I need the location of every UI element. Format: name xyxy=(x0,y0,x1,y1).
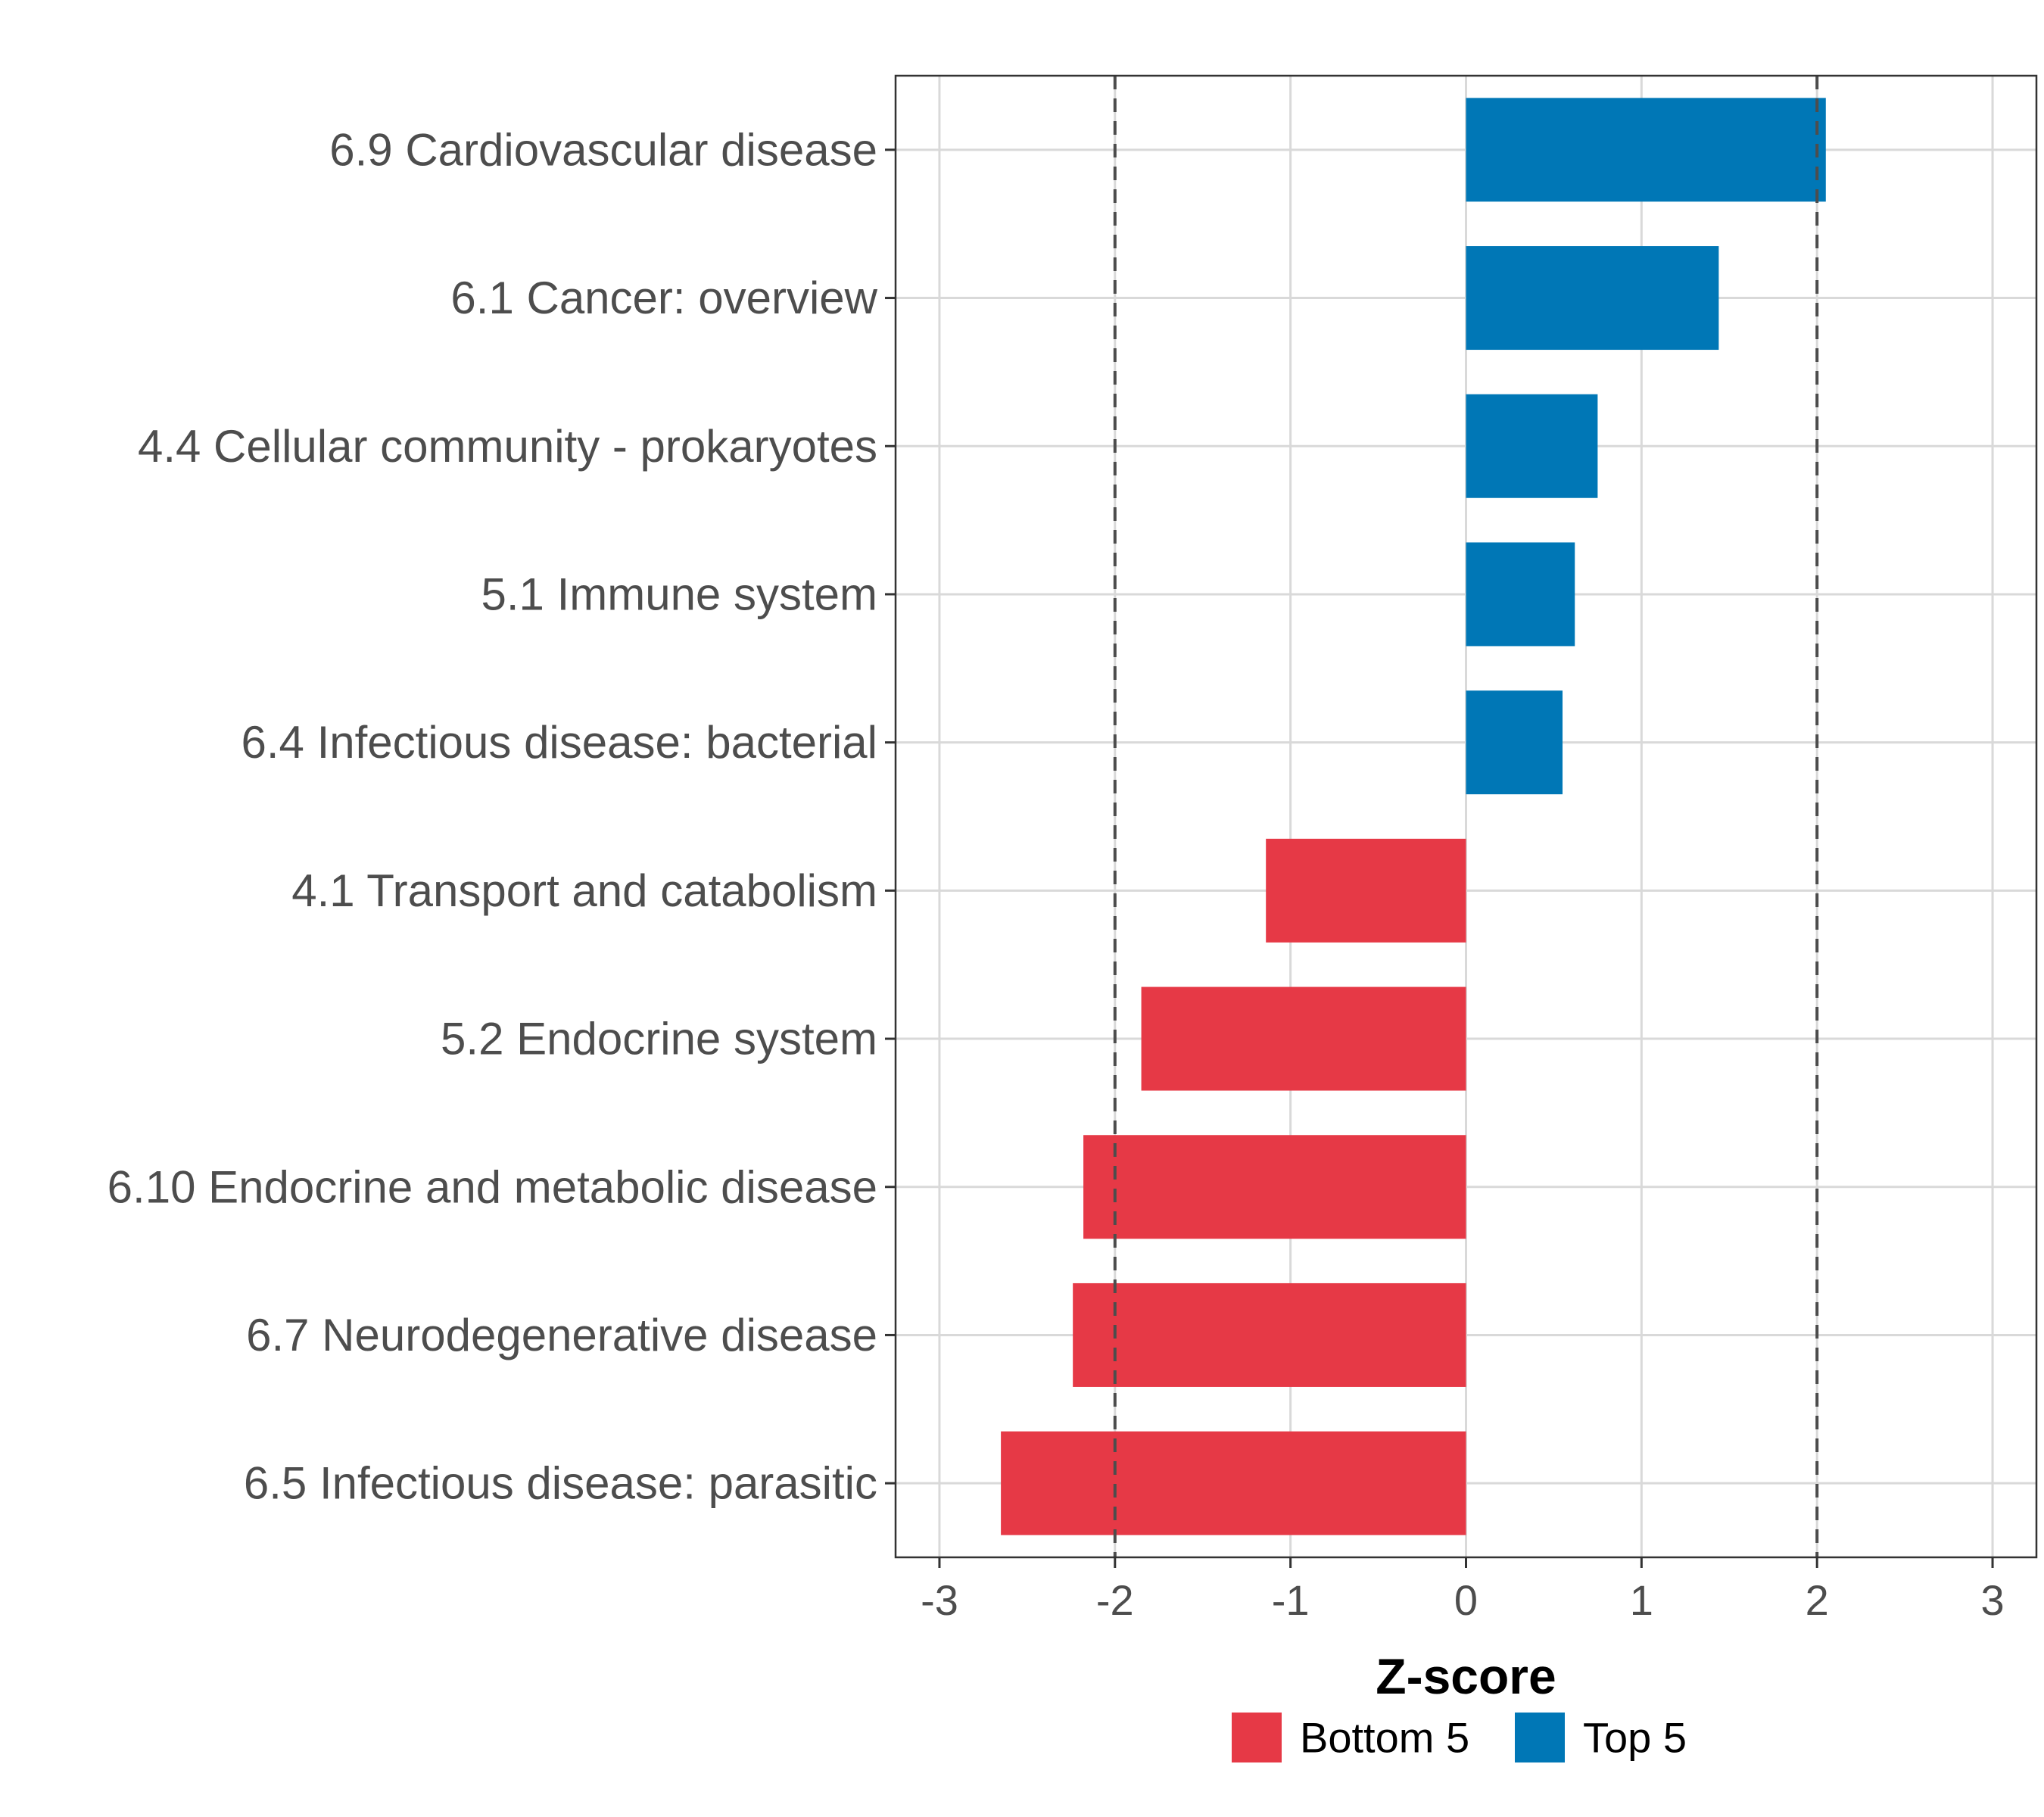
legend-label-2: Top 5 xyxy=(1583,1714,1687,1762)
bar-3 xyxy=(1466,394,1598,498)
reference-line-layer xyxy=(1113,76,1819,1557)
x-tick-label: 3 xyxy=(1980,1576,2004,1624)
legend-key-1 xyxy=(1232,1713,1282,1762)
bar-4 xyxy=(1466,542,1575,647)
bar-6 xyxy=(1266,838,1466,943)
category-label: 5.1 Immune system xyxy=(481,569,877,619)
x-tick-label: -3 xyxy=(921,1576,958,1624)
x-tick-label: -2 xyxy=(1096,1576,1134,1624)
category-label: 6.10 Endocrine and metabolic disease xyxy=(107,1161,877,1212)
x-tick-label: 2 xyxy=(1806,1576,1829,1624)
x-tick-label: -1 xyxy=(1272,1576,1310,1624)
x-axis-title: Z-score xyxy=(1376,1648,1556,1704)
legend-label-1: Bottom 5 xyxy=(1300,1714,1469,1762)
legend-key-2 xyxy=(1515,1713,1565,1762)
bar-5 xyxy=(1466,690,1563,795)
bar-9 xyxy=(1073,1282,1466,1387)
bar-7 xyxy=(1141,986,1466,1091)
category-label: 5.2 Endocrine system xyxy=(441,1014,877,1064)
bar-1 xyxy=(1466,98,1826,202)
category-label: 6.1 Cancer: overview xyxy=(450,273,877,323)
bar-2 xyxy=(1466,246,1719,351)
bar-8 xyxy=(1083,1135,1466,1239)
category-label: 6.5 Infectious disease: parasitic xyxy=(244,1458,877,1509)
category-label: 6.9 Cardiovascular disease xyxy=(329,124,877,175)
axis-layer: 6.9 Cardiovascular disease 6.1 Cancer: ov… xyxy=(107,124,2005,1624)
bar-10 xyxy=(1001,1431,1466,1535)
legend: Bottom 5 Top 5 xyxy=(1232,1713,1687,1762)
x-tick-label: 1 xyxy=(1630,1576,1653,1624)
category-label: 4.1 Transport and catabolism xyxy=(291,865,877,916)
x-tick-label: 0 xyxy=(1454,1576,1478,1624)
bar-layer xyxy=(1001,98,1826,1535)
category-label: 6.4 Infectious disease: bacterial xyxy=(241,717,878,768)
category-label: 4.4 Cellular community - prokaryotes xyxy=(138,421,877,472)
category-label: 6.7 Neurodegenerative disease xyxy=(246,1310,877,1360)
